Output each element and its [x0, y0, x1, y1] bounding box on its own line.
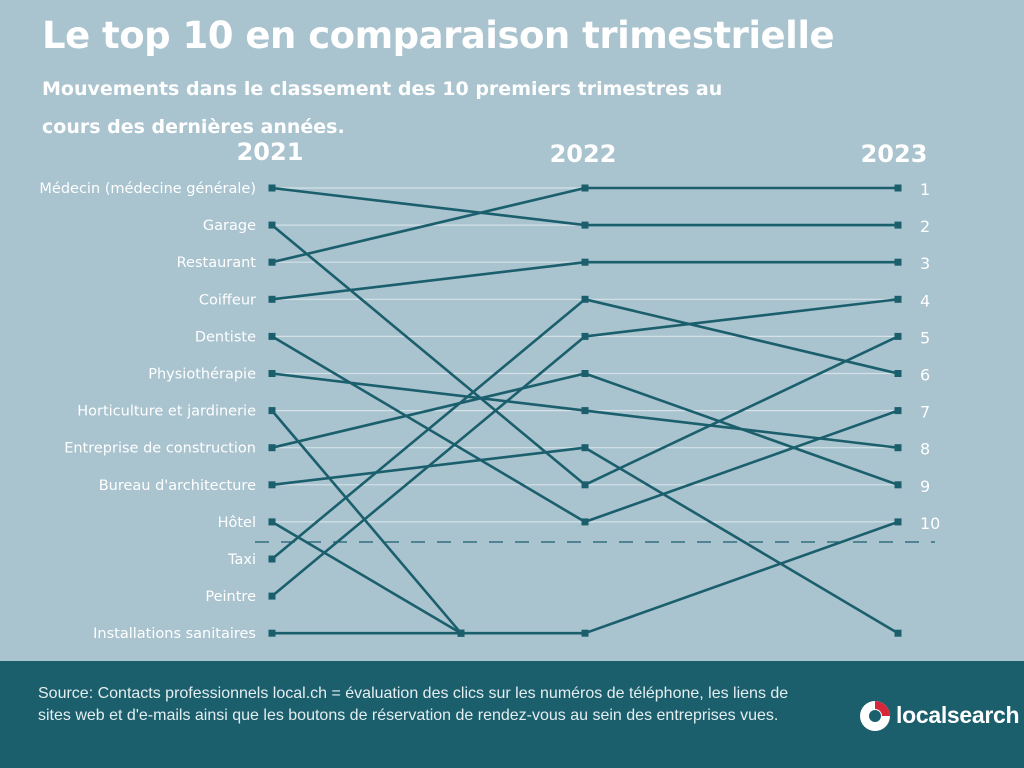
category-label: Entreprise de construction [64, 441, 256, 457]
series-line [272, 336, 898, 522]
series-marker [582, 333, 589, 340]
logo-wordmark: localsearch [896, 702, 1019, 729]
series-marker [582, 259, 589, 266]
rank-label: 7 [920, 403, 930, 422]
rank-label: 9 [920, 477, 930, 496]
series-line [272, 188, 898, 225]
series-marker [582, 481, 589, 488]
category-label: Peintre [205, 589, 256, 605]
series-marker [895, 630, 902, 637]
year-label-2022: 2022 [550, 140, 617, 168]
rank-label: 6 [920, 366, 930, 385]
series-marker [895, 185, 902, 192]
series-marker [269, 296, 276, 303]
series-marker [895, 518, 902, 525]
rank-label: 1 [920, 180, 930, 199]
series-marker [582, 518, 589, 525]
localsearch-logo-icon [858, 699, 892, 733]
series-marker [582, 630, 589, 637]
series-marker [269, 444, 276, 451]
series-marker [269, 259, 276, 266]
series-marker [895, 296, 902, 303]
localsearch-logo: localsearch [858, 699, 1018, 733]
series-line [272, 522, 461, 633]
rank-label: 3 [920, 254, 930, 273]
footer-bar: Source: Contacts professionnels local.ch… [0, 661, 1024, 768]
series-line [272, 448, 898, 634]
rank-label: 2 [920, 217, 930, 236]
series-line [272, 262, 898, 299]
rank-label: 5 [920, 328, 930, 347]
category-label: Taxi [227, 552, 256, 568]
series-marker [269, 593, 276, 600]
category-label: Médecin (médecine générale) [39, 181, 256, 197]
series-marker [582, 296, 589, 303]
series-marker [895, 407, 902, 414]
series-marker [269, 333, 276, 340]
series-marker [269, 481, 276, 488]
bump-chart: 2021 2022 2023 1 2 3 4 5 6 7 8 9 10 Médecin (médecine… [0, 0, 1024, 661]
series-marker [269, 222, 276, 229]
series-marker [895, 222, 902, 229]
series-line [272, 374, 898, 485]
series-marker [895, 259, 902, 266]
series-marker [582, 222, 589, 229]
series-marker [895, 333, 902, 340]
year-label-2023: 2023 [861, 140, 928, 168]
series-marker [458, 630, 465, 637]
rank-label: 4 [920, 291, 930, 310]
series-marker [269, 407, 276, 414]
series-marker [269, 185, 276, 192]
series-marker [582, 370, 589, 377]
category-label: Coiffeur [199, 292, 256, 308]
series-marker [269, 556, 276, 563]
series-marker [582, 444, 589, 451]
series-marker [269, 518, 276, 525]
category-label: Physiothérapie [148, 367, 256, 383]
category-label: Installations sanitaires [93, 626, 256, 642]
series-marker [582, 185, 589, 192]
series-marker [269, 370, 276, 377]
rank-label: 10 [920, 514, 940, 533]
category-label: Garage [203, 218, 256, 234]
year-label-2021: 2021 [237, 138, 304, 166]
category-label: Hôtel [218, 515, 256, 531]
series-marker [895, 370, 902, 377]
category-label: Horticulture et jardinerie [77, 404, 256, 420]
rank-label: 8 [920, 440, 930, 459]
series-marker [269, 630, 276, 637]
category-label: Dentiste [195, 329, 256, 345]
series-marker [895, 481, 902, 488]
category-label: Bureau d'architecture [99, 478, 256, 494]
category-label: Restaurant [177, 255, 257, 271]
source-note: Source: Contacts professionnels local.ch… [38, 683, 798, 727]
series-marker [582, 407, 589, 414]
series-marker [895, 444, 902, 451]
